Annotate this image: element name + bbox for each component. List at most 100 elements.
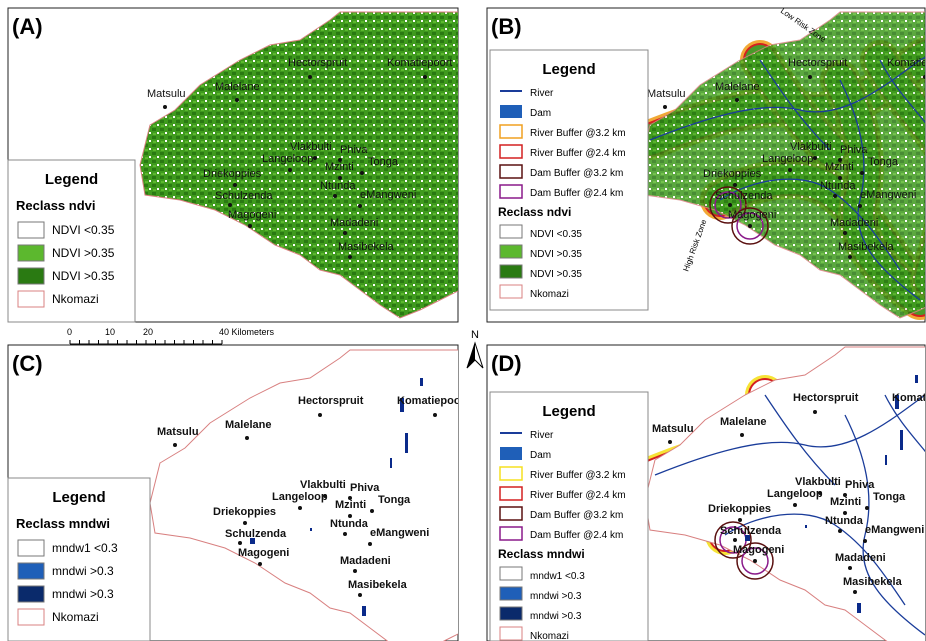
town-label: Langeloop (762, 153, 813, 165)
town-label: Matsulu (647, 88, 686, 100)
town-dot (358, 204, 362, 208)
town-dot (865, 506, 869, 510)
legend-swatch (500, 125, 522, 138)
town-label: Hectorspruit (298, 395, 364, 407)
legend-label: Dam (530, 108, 551, 119)
town-label: Mzinti (830, 496, 861, 508)
legend-label: Nkomazi (530, 289, 569, 300)
legend-label: Nkomazi (530, 631, 569, 641)
town-label: Magogeni (238, 547, 289, 559)
town-label: Langeloop (767, 488, 823, 500)
legend-label: Dam Buffer @3.2 km (530, 168, 623, 179)
water-body (405, 433, 408, 453)
water-body (390, 458, 392, 468)
figure: Matsulu Malelane Hectorspruit Komatiepoort V… (0, 0, 926, 641)
town-label: Matsulu (147, 88, 186, 100)
legend-label: mndw1 <0.3 (530, 571, 585, 582)
town-label: eMangweni (860, 189, 916, 201)
town-label: Ntunda (320, 180, 356, 192)
town-dot (733, 183, 737, 187)
town-label: Hectorspruit (788, 57, 847, 69)
legend-swatch (18, 222, 44, 238)
town-label: Tonga (868, 156, 899, 168)
town-label: Driekoppies (703, 168, 762, 180)
legend-swatch (500, 105, 522, 118)
town-label: Vlakbulti (300, 479, 346, 491)
legend-label: Dam Buffer @2.4 km (530, 530, 623, 541)
legend-subtitle: Reclass ndvi (16, 198, 96, 213)
legend-label: River Buffer @3.2 km (530, 470, 626, 481)
town-dot (348, 255, 352, 259)
legend-swatch (18, 291, 44, 307)
town-dot (663, 105, 667, 109)
legend-swatch (500, 245, 522, 258)
town-label: Madadeni (330, 217, 378, 229)
panel-label: (D) (491, 351, 522, 376)
legend-label: NDVI >0.35 (52, 269, 115, 283)
town-dot (838, 529, 842, 533)
town-dot (353, 569, 357, 573)
town-label: Tonga (378, 494, 411, 506)
town-dot (163, 105, 167, 109)
town-dot (258, 562, 262, 566)
legend-label: River Buffer @3.2 km (530, 128, 626, 139)
water-body (420, 378, 423, 386)
water-body (310, 528, 312, 531)
town-dot (358, 593, 362, 597)
town-dot (740, 433, 744, 437)
legend-title: Legend (542, 403, 595, 420)
scale-label: 0 (67, 327, 72, 337)
town-dot (173, 443, 177, 447)
town-dot (668, 440, 672, 444)
legend-label: mndwi >0.3 (530, 591, 582, 602)
legend-swatch (500, 225, 522, 238)
scale-label: 20 (143, 327, 153, 337)
legend-label: NDVI >0.35 (530, 269, 582, 280)
town-dot (738, 518, 742, 522)
town-dot (318, 413, 322, 417)
water-body (805, 525, 807, 528)
legend-subtitle: Reclass mndwi (498, 547, 585, 561)
scale-label: 40 Kilometers (219, 327, 275, 337)
legend-swatch (500, 447, 522, 460)
town-dot (243, 521, 247, 525)
town-label: Masibekela (843, 576, 903, 588)
water-body (362, 606, 366, 616)
town-label: Ntunda (825, 515, 864, 527)
legend-swatch (500, 467, 522, 480)
water-body (857, 603, 861, 613)
town-label: Hectorspruit (793, 392, 859, 404)
town-label: eMangweni (865, 524, 924, 536)
legend-label: mndwi >0.3 (52, 587, 114, 601)
town-dot (808, 75, 812, 79)
panel-label: (B) (491, 14, 522, 39)
town-dot (813, 156, 817, 160)
town-dot (233, 183, 237, 187)
water-body (885, 455, 887, 465)
legend-label: NDVI >0.35 (52, 246, 115, 260)
town-dot (423, 75, 427, 79)
town-label: Mzinti (825, 161, 854, 173)
town-label: Komatiepoort (892, 392, 926, 404)
legend: LegendRiverDamRiver Buffer @3.2 kmRiver … (490, 50, 648, 310)
panel-label: (A) (12, 14, 43, 39)
town-label: Komatiepoort (387, 57, 452, 69)
legend-label: River (530, 88, 554, 99)
town-dot (788, 168, 792, 172)
town-dot (853, 590, 857, 594)
town-dot (248, 224, 252, 228)
town-dot (753, 559, 757, 563)
town-label: Hectorspruit (288, 57, 347, 69)
town-dot (313, 156, 317, 160)
town-label: Masibekela (838, 241, 895, 253)
town-dot (728, 203, 732, 207)
town-label: Driekoppies (213, 506, 276, 518)
town-label: Magogeni (228, 209, 276, 221)
legend-label: Nkomazi (52, 610, 99, 624)
legend-subtitle: Reclass mndwi (16, 516, 110, 531)
town-label: Phiva (350, 482, 380, 494)
town-label: Malelane (720, 416, 766, 428)
legend-swatch (500, 607, 522, 620)
legend-swatch (500, 567, 522, 580)
